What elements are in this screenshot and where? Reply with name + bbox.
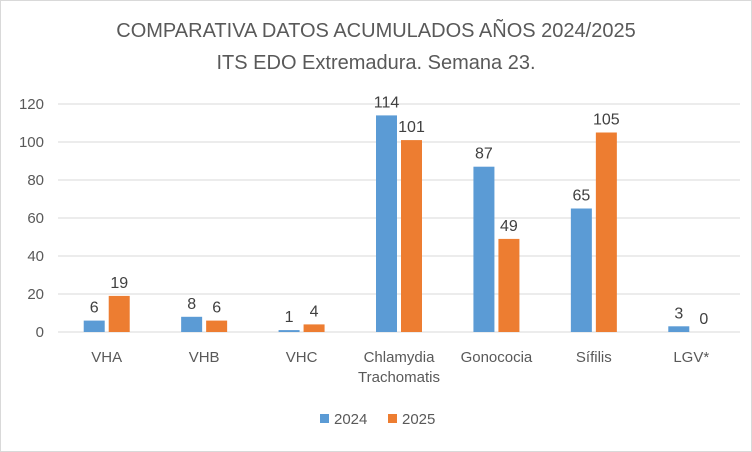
x-axis: VHA VHB VHC Chlamydia Trachomatis Gonococia Sí… [91,349,709,386]
bar-2025 [206,320,228,332]
legend-label: 2025 [402,411,435,428]
data-label: 8 [187,296,196,313]
data-label: 3 [674,305,683,322]
data-label: 101 [398,119,425,136]
data-label: 114 [374,94,400,111]
x-tick-label: Sífilis [576,349,612,366]
gridlines [58,103,740,333]
data-label: 6 [212,300,221,317]
chart-title: COMPARATIVA DATOS ACUMULADOS AÑOS 2024/2… [116,20,636,42]
bar-2024 [473,166,495,332]
data-label: 6 [90,300,99,317]
y-axis: 0 20 40 60 80 100 120 [19,96,44,341]
bar-2025 [401,140,422,332]
bar-2025 [108,295,130,332]
y-tick-label: 0 [36,324,44,341]
bar-2024 [278,330,300,332]
x-tick-label: Trachomatis [358,369,440,386]
data-label: 19 [110,275,128,292]
data-label: 105 [593,112,620,129]
y-tick-label: 20 [27,286,44,303]
y-tick-label: 120 [19,96,44,113]
bar-2024 [376,115,397,333]
bars [83,115,690,333]
y-tick-label: 80 [27,172,44,189]
data-label: 65 [572,188,590,205]
x-tick-label: LGV* [673,349,709,366]
legend-swatch-2025 [388,414,397,423]
bar-2025 [303,324,325,332]
legend: 2024 2025 [320,411,435,428]
x-tick-label: VHB [189,349,220,366]
y-tick-label: 60 [27,210,44,227]
bar-2024 [668,326,690,332]
x-tick-label: VHC [286,349,318,366]
x-tick-label: Gonococia [461,349,533,366]
bar-2024 [570,208,592,332]
legend-label: 2024 [334,411,367,428]
bar-2025 [498,238,520,332]
data-label: 0 [699,311,708,328]
y-tick-label: 100 [19,134,44,151]
x-tick-label: VHA [91,349,122,366]
data-label: 1 [285,309,294,326]
bar-2024 [83,320,105,332]
bar-2025 [595,132,617,332]
bar-2024 [181,316,203,332]
data-label: 49 [500,218,518,235]
data-label: 87 [475,146,493,163]
y-tick-label: 40 [27,248,44,265]
chart-subtitle: ITS EDO Extremadura. Semana 23. [216,52,536,74]
data-label: 4 [310,303,319,320]
x-tick-label: Chlamydia [364,349,436,366]
legend-swatch-2024 [320,414,329,423]
